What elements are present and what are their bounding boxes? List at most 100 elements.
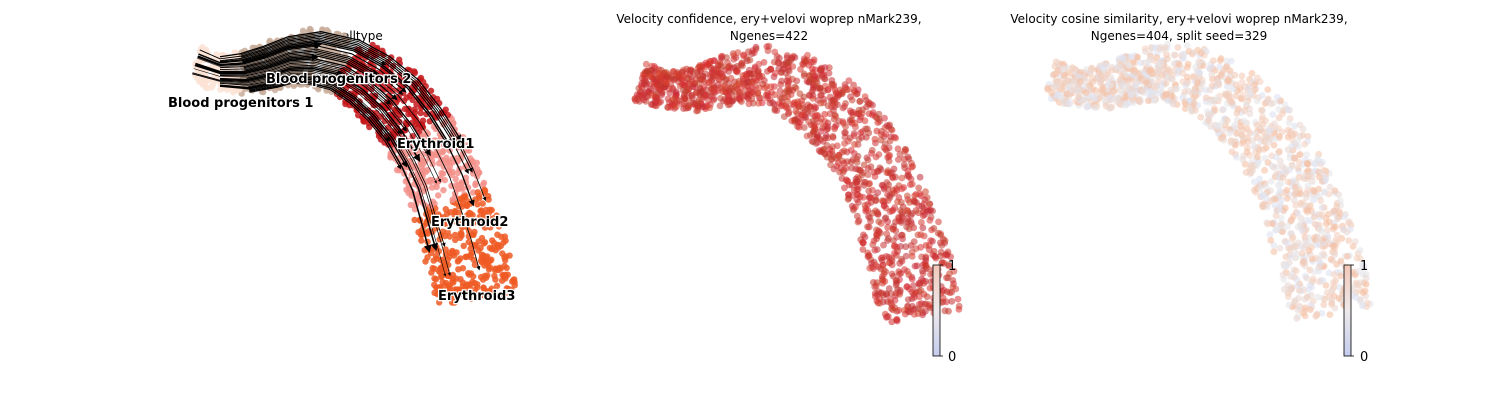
cell-point <box>487 224 494 231</box>
cell-point <box>662 78 670 86</box>
cell-point <box>657 74 665 81</box>
colorbar-gradient <box>1343 264 1352 357</box>
cell-point <box>800 70 808 78</box>
cell-point <box>642 60 650 68</box>
cell-point <box>943 288 951 295</box>
cell-point <box>454 258 461 265</box>
cell-point <box>787 57 795 64</box>
cell-point <box>1116 77 1124 85</box>
cell-point <box>1245 128 1253 136</box>
cell-point <box>1157 82 1164 90</box>
cell-point <box>648 91 656 99</box>
cell-point <box>1334 215 1341 223</box>
cell-point <box>842 123 849 130</box>
cell-point <box>491 214 498 222</box>
cell-point <box>474 201 481 208</box>
cell-point <box>1096 69 1103 77</box>
cell-point <box>448 299 456 306</box>
cell-point <box>1270 141 1278 149</box>
cell-point <box>1106 104 1113 112</box>
cell-point <box>858 133 866 141</box>
cell-point <box>872 197 880 205</box>
cell-point <box>1303 274 1311 282</box>
cell-point <box>709 87 717 95</box>
cell-point <box>1283 195 1291 202</box>
colorbar-tick-max: 1 <box>948 259 956 274</box>
cell-point <box>1107 95 1115 103</box>
cell-point <box>1208 71 1216 79</box>
cell-point <box>1317 197 1325 205</box>
cell-point <box>1069 64 1076 71</box>
streamline <box>246 64 407 132</box>
cell-point <box>1215 79 1223 87</box>
cell-point <box>433 95 441 103</box>
cell-point <box>795 123 803 131</box>
cell-point <box>1272 153 1280 161</box>
cell-point <box>895 156 902 164</box>
cell-point <box>937 248 945 256</box>
cell-point <box>865 213 872 220</box>
cell-point <box>301 71 308 78</box>
cell-point <box>1313 310 1321 318</box>
cell-point <box>1287 253 1295 261</box>
cell-point <box>853 178 861 186</box>
cell-point <box>1251 186 1258 194</box>
cell-point <box>1285 119 1293 127</box>
cell-point <box>1303 194 1310 201</box>
cell-point <box>941 237 949 245</box>
cell-point <box>851 119 859 127</box>
cell-point <box>637 89 644 97</box>
cell-point <box>811 122 819 130</box>
cell-point <box>394 96 402 103</box>
cell-point <box>427 87 435 95</box>
cell-point <box>838 175 846 182</box>
cell-point <box>1258 106 1265 114</box>
cell-point <box>884 218 892 226</box>
cell-point <box>381 117 389 125</box>
cell-point <box>771 83 778 90</box>
cell-point <box>1233 109 1241 117</box>
cell-point <box>1279 271 1287 279</box>
cell-point <box>886 192 894 200</box>
cell-point <box>1197 113 1205 121</box>
cell-point <box>1256 175 1263 183</box>
cell-point <box>1276 147 1283 155</box>
cell-point <box>859 239 867 247</box>
cell-point <box>1271 120 1278 127</box>
cell-point <box>411 216 418 224</box>
streamline <box>219 31 462 142</box>
cell-point <box>835 151 843 159</box>
cell-point <box>926 216 934 224</box>
cell-point <box>1291 154 1299 162</box>
cell-point <box>1169 100 1177 108</box>
cell-point <box>474 281 481 288</box>
cell-point <box>945 307 952 315</box>
cell-point <box>852 165 860 173</box>
cell-point <box>915 209 922 217</box>
cell-point <box>658 91 666 99</box>
cell-point <box>1221 65 1229 73</box>
cell-point <box>471 290 479 297</box>
cell-point <box>884 223 891 231</box>
cell-point <box>887 170 894 178</box>
cell-point <box>452 231 459 239</box>
cell-point <box>1263 133 1270 141</box>
colorbar-tick-min: 0 <box>948 350 956 365</box>
cell-point <box>853 186 861 193</box>
cell-point <box>501 233 509 240</box>
panel2-title-line2: Ngenes=422 <box>730 29 808 43</box>
cell-point <box>1304 206 1311 214</box>
cell-point <box>741 80 749 87</box>
cell-point <box>864 223 871 231</box>
streamline <box>249 80 391 142</box>
cell-point <box>452 236 459 244</box>
cell-point <box>467 281 474 288</box>
cell-point <box>1224 117 1231 124</box>
cell-point <box>476 195 483 202</box>
cell-point <box>1129 99 1137 107</box>
streamline <box>249 82 402 170</box>
cell-point <box>417 109 424 117</box>
panel1-cluster-labels: Blood progenitors 1 Blood progenitors 2 … <box>167 71 517 306</box>
cell-point <box>1267 236 1275 244</box>
cell-point <box>1283 262 1291 269</box>
